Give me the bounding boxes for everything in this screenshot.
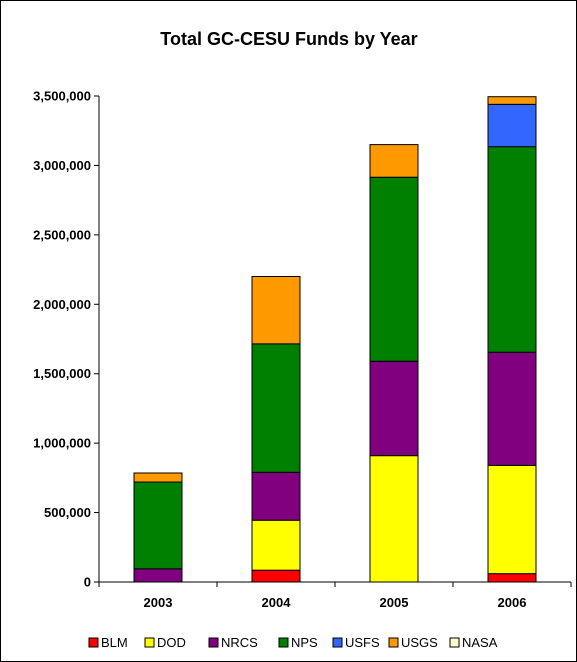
bar-segment-nrcs-2005	[369, 360, 419, 457]
legend-swatch-nrcs	[208, 637, 219, 648]
bar-segment-usgs-2005	[369, 144, 419, 178]
y-tick-label: 500,000	[44, 505, 91, 520]
chart-title: Total GC-CESU Funds by Year	[160, 29, 417, 49]
y-tick-label: 2,000,000	[33, 297, 91, 312]
legend-label-usgs: USGS	[401, 635, 438, 650]
bars	[133, 96, 537, 583]
bar-segment-blm-2006	[487, 573, 537, 583]
legend-swatch-blm	[88, 637, 99, 648]
bar-segment-dod-2006	[487, 464, 537, 575]
bar-segment-usgs-2006	[487, 96, 537, 105]
bar-segment-nps-2004	[251, 343, 301, 473]
legend-label-blm: BLM	[101, 635, 128, 650]
legend-label-nrcs: NRCS	[221, 635, 258, 650]
legend-label-nps: NPS	[291, 635, 318, 650]
bar-segment-nrcs-2006	[487, 351, 537, 466]
legend-swatch-usgs	[388, 637, 399, 648]
legend-label-nasa: NASA	[462, 635, 498, 650]
legend-label-usfs: USFS	[345, 635, 380, 650]
y-tick-label: 2,500,000	[33, 227, 91, 242]
y-tick-label: 3,500,000	[33, 89, 91, 104]
bar-segment-usfs-2006	[487, 103, 537, 148]
bar-segment-nrcs-2003	[133, 568, 183, 583]
legend-swatch-nasa	[449, 637, 460, 648]
legend-swatch-usfs	[332, 637, 343, 648]
x-tick-label: 2005	[380, 595, 409, 610]
bar-segment-blm-2004	[251, 569, 301, 583]
y-tick-label: 0	[84, 575, 91, 590]
bar-segment-nrcs-2004	[251, 471, 301, 521]
y-tick-label: 3,000,000	[33, 158, 91, 173]
axes: 0 500,000 1,000,000 1,500,000 2,000,000 2,500…	[33, 89, 572, 610]
legend-swatch-dod	[144, 637, 155, 648]
bar-segment-nps-2003	[133, 481, 183, 570]
legend-swatch-nps	[278, 637, 289, 648]
legend: BLM DOD NRCS NPS USFS USGS NASA	[88, 635, 498, 650]
legend-label-dod: DOD	[157, 635, 186, 650]
bar-segment-dod-2004	[251, 519, 301, 571]
x-tick-label: 2006	[498, 595, 527, 610]
bar-segment-nps-2005	[369, 176, 419, 362]
bar-segment-nps-2006	[487, 146, 537, 353]
x-tick-label: 2004	[262, 595, 292, 610]
x-tick-label: 2003	[144, 595, 173, 610]
y-tick-label: 1,500,000	[33, 366, 91, 381]
bar-segment-usgs-2004	[251, 276, 301, 345]
bar-segment-dod-2005	[369, 455, 419, 583]
bar-segment-usgs-2003	[133, 472, 183, 483]
y-tick-label: 1,000,000	[33, 436, 91, 451]
